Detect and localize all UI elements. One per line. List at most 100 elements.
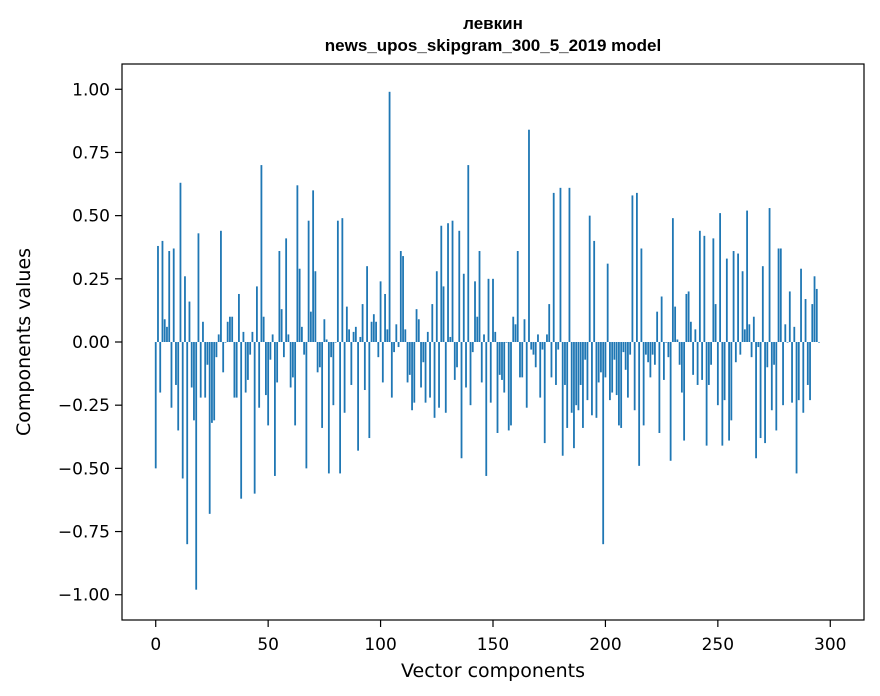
bar (276, 342, 279, 383)
y-tick-label: 0.25 (72, 270, 110, 290)
bar (496, 342, 499, 433)
x-axis: 0 50 100 150 200 250 300 (150, 620, 846, 655)
bar (460, 342, 463, 459)
bar (770, 342, 773, 411)
bar (359, 336, 362, 342)
bar (368, 342, 371, 439)
bar (256, 286, 258, 342)
y-tick-label: 0.50 (72, 207, 110, 227)
bar (815, 288, 818, 342)
bar (184, 276, 186, 342)
bar (809, 342, 811, 401)
bar (444, 342, 447, 413)
bar (451, 220, 454, 342)
bar (395, 324, 398, 342)
bar (258, 342, 261, 408)
bar (788, 291, 791, 342)
bar (372, 314, 375, 342)
bar (613, 342, 616, 360)
bar (534, 342, 537, 368)
bar (528, 129, 530, 342)
bar (802, 342, 805, 413)
bar (217, 334, 220, 342)
bars-group (154, 91, 820, 590)
bar (552, 192, 555, 342)
bar (208, 342, 211, 514)
bar (456, 342, 458, 368)
bar (222, 342, 225, 373)
y-tick-label: −0.50 (58, 459, 110, 479)
bar (327, 342, 330, 474)
bar (640, 248, 643, 342)
bar (431, 304, 434, 342)
y-axis-label: Components values (13, 248, 35, 436)
bar (588, 215, 591, 342)
bar (597, 342, 600, 383)
bar (768, 208, 771, 342)
bar (476, 316, 479, 342)
bar (341, 218, 344, 342)
y-axis: −1.00 −0.75 −0.50 −0.25 0.00 0.25 0.50 0.75 1.00 (58, 80, 122, 606)
bar (703, 235, 706, 342)
bar (689, 321, 692, 342)
bar (764, 342, 766, 444)
bar (723, 342, 726, 401)
bar (512, 316, 515, 342)
bar (743, 329, 746, 342)
bar (813, 276, 816, 342)
bar (775, 342, 778, 431)
bar (386, 329, 389, 342)
bar (339, 342, 341, 474)
bar (413, 342, 416, 403)
bar (777, 248, 780, 342)
bar (566, 342, 569, 428)
bar (618, 342, 620, 426)
bar (622, 342, 625, 353)
bar (591, 342, 593, 416)
bar (197, 233, 200, 342)
x-tick-label: 300 (814, 635, 846, 655)
bar (797, 342, 800, 401)
bar (523, 319, 526, 342)
bar (186, 342, 189, 545)
bar (793, 326, 796, 342)
bar (393, 342, 395, 353)
bar (721, 342, 724, 446)
bar (334, 342, 337, 343)
bar (172, 248, 175, 342)
bar (478, 251, 481, 342)
bar (651, 342, 654, 355)
bar (510, 342, 512, 426)
bar (300, 326, 303, 342)
bar (730, 342, 733, 421)
bar (469, 342, 472, 406)
bar (188, 301, 191, 342)
chart-title: левкин (463, 14, 523, 33)
bar (561, 342, 564, 456)
bar (752, 316, 755, 342)
bar (226, 321, 229, 342)
bar (647, 342, 650, 363)
bar (638, 342, 641, 466)
bar (586, 342, 589, 401)
bar (570, 342, 573, 413)
bar (636, 192, 638, 342)
bar (734, 342, 737, 363)
bar (303, 342, 306, 355)
bar (577, 342, 580, 411)
bar (710, 342, 712, 365)
bar (606, 263, 609, 342)
bar (471, 342, 474, 353)
bar (318, 342, 321, 368)
bar (204, 342, 207, 398)
bar (267, 342, 270, 426)
bar (685, 293, 688, 342)
x-tick-label: 150 (477, 635, 509, 655)
bar (404, 329, 407, 342)
bar (604, 342, 607, 378)
bar (211, 342, 213, 423)
bar (285, 238, 288, 342)
bar (424, 342, 427, 403)
bar (800, 268, 802, 342)
